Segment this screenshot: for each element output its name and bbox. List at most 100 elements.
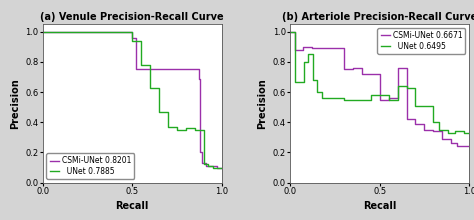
Y-axis label: Precision: Precision: [9, 78, 20, 129]
CSMi-UNet 0.6671: [350, 67, 356, 69]
  UNet 0.7885: [196, 128, 201, 131]
  UNet 0.7885: [192, 128, 198, 131]
  UNet 0.6495: [445, 132, 451, 134]
CSMi-UNet 0.6671: [341, 68, 346, 71]
  UNet 0.6495: [436, 128, 442, 131]
  UNet 0.6495: [430, 121, 436, 124]
X-axis label: Recall: Recall: [363, 201, 396, 211]
Line:   UNet 0.6495: UNet 0.6495: [290, 32, 469, 133]
  UNet 0.7885: [210, 166, 216, 169]
CSMi-UNet 0.6671: [413, 123, 419, 125]
CSMi-UNet 0.8201: [203, 162, 209, 164]
  UNet 0.6495: [319, 91, 325, 94]
CSMi-UNet 0.6671: [309, 46, 314, 48]
  UNet 0.6495: [430, 104, 436, 107]
  UNet 0.7885: [183, 128, 189, 131]
  UNet 0.6495: [368, 98, 374, 101]
  UNet 0.6495: [368, 94, 374, 96]
  UNet 0.7885: [129, 30, 135, 33]
  UNet 0.7885: [201, 163, 207, 166]
CSMi-UNet 0.8201: [214, 165, 219, 167]
  UNet 0.7885: [216, 166, 221, 169]
  UNet 0.6495: [314, 79, 320, 81]
CSMi-UNet 0.6671: [395, 67, 401, 69]
  UNet 0.6495: [436, 121, 442, 124]
  UNet 0.7885: [192, 127, 198, 130]
CSMi-UNet 0.6671: [292, 49, 298, 51]
Title: (b) Arteriole Precision-Recall Curve: (b) Arteriole Precision-Recall Curve: [282, 12, 474, 22]
  UNet 0.7885: [138, 39, 144, 42]
CSMi-UNet 0.8201: [198, 77, 203, 80]
  UNet 0.6495: [452, 132, 458, 134]
CSMi-UNet 0.8201: [133, 68, 139, 71]
  UNet 0.6495: [386, 98, 392, 101]
CSMi-UNet 0.6671: [404, 118, 410, 121]
Line: CSMi-UNet 0.6671: CSMi-UNet 0.6671: [290, 32, 469, 146]
CSMi-UNet 0.6671: [341, 47, 346, 50]
  UNet 0.6495: [461, 132, 467, 134]
CSMi-UNet 0.8201: [129, 37, 135, 39]
  UNet 0.7885: [219, 166, 225, 169]
  UNet 0.7885: [129, 39, 135, 42]
CSMi-UNet 0.8201: [203, 165, 209, 167]
  UNet 0.7885: [210, 165, 216, 167]
  UNet 0.7885: [196, 128, 201, 131]
  UNet 0.7885: [201, 128, 207, 131]
CSMi-UNet 0.8201: [40, 30, 46, 33]
CSMi-UNet 0.6671: [386, 97, 392, 99]
  UNet 0.7885: [174, 125, 180, 128]
  UNet 0.7885: [216, 166, 221, 169]
CSMi-UNet 0.8201: [200, 151, 205, 154]
CSMi-UNet 0.8201: [133, 37, 139, 39]
  UNet 0.6495: [461, 130, 467, 133]
  UNet 0.7885: [205, 163, 210, 166]
CSMi-UNet 0.6671: [466, 145, 472, 148]
CSMi-UNet 0.8201: [219, 166, 225, 169]
  UNet 0.7885: [165, 110, 171, 113]
  UNet 0.6495: [292, 30, 298, 33]
CSMi-UNet 0.6671: [454, 145, 460, 148]
  UNet 0.6495: [466, 132, 472, 134]
CSMi-UNet 0.6671: [395, 97, 401, 99]
  UNet 0.6495: [341, 97, 346, 99]
CSMi-UNet 0.6671: [309, 47, 314, 50]
Line: CSMi-UNet 0.8201: CSMi-UNet 0.8201: [43, 32, 222, 167]
  UNet 0.7885: [165, 125, 171, 128]
  UNet 0.7885: [156, 86, 162, 89]
CSMi-UNet 0.6671: [377, 73, 383, 75]
CSMi-UNet 0.6671: [448, 138, 454, 140]
CSMi-UNet 0.6671: [300, 49, 305, 51]
  UNet 0.6495: [452, 130, 458, 133]
  UNet 0.7885: [156, 110, 162, 113]
CSMi-UNet 0.8201: [129, 30, 135, 33]
  UNet 0.6495: [305, 61, 311, 63]
  UNet 0.6495: [395, 98, 401, 101]
CSMi-UNet 0.6671: [439, 138, 445, 140]
CSMi-UNet 0.6671: [287, 30, 293, 33]
  UNet 0.7885: [147, 64, 153, 66]
Line:   UNet 0.7885: UNet 0.7885: [43, 32, 222, 167]
CSMi-UNet 0.8201: [198, 151, 203, 154]
  UNet 0.6495: [301, 80, 307, 83]
CSMi-UNet 0.8201: [200, 162, 205, 164]
  UNet 0.7885: [174, 128, 180, 131]
  UNet 0.6495: [314, 91, 320, 94]
  UNet 0.6495: [404, 85, 410, 87]
  UNet 0.6495: [404, 86, 410, 89]
CSMi-UNet 0.8201: [214, 166, 219, 169]
  UNet 0.7885: [147, 86, 153, 89]
  UNet 0.6495: [341, 98, 346, 101]
CSMi-UNet 0.6671: [292, 30, 298, 33]
  UNet 0.7885: [183, 127, 189, 130]
Y-axis label: Precision: Precision: [257, 78, 267, 129]
  UNet 0.6495: [319, 97, 325, 99]
  UNet 0.6495: [292, 80, 298, 83]
Legend: CSMi-UNet 0.8201,   UNet 0.7885: CSMi-UNet 0.8201, UNet 0.7885: [46, 153, 134, 179]
  UNet 0.6495: [395, 85, 401, 87]
CSMi-UNet 0.6671: [300, 46, 305, 48]
X-axis label: Recall: Recall: [116, 201, 149, 211]
CSMi-UNet 0.6671: [413, 118, 419, 121]
CSMi-UNet 0.6671: [404, 67, 410, 69]
  UNet 0.6495: [445, 128, 451, 131]
CSMi-UNet 0.6671: [430, 128, 436, 131]
